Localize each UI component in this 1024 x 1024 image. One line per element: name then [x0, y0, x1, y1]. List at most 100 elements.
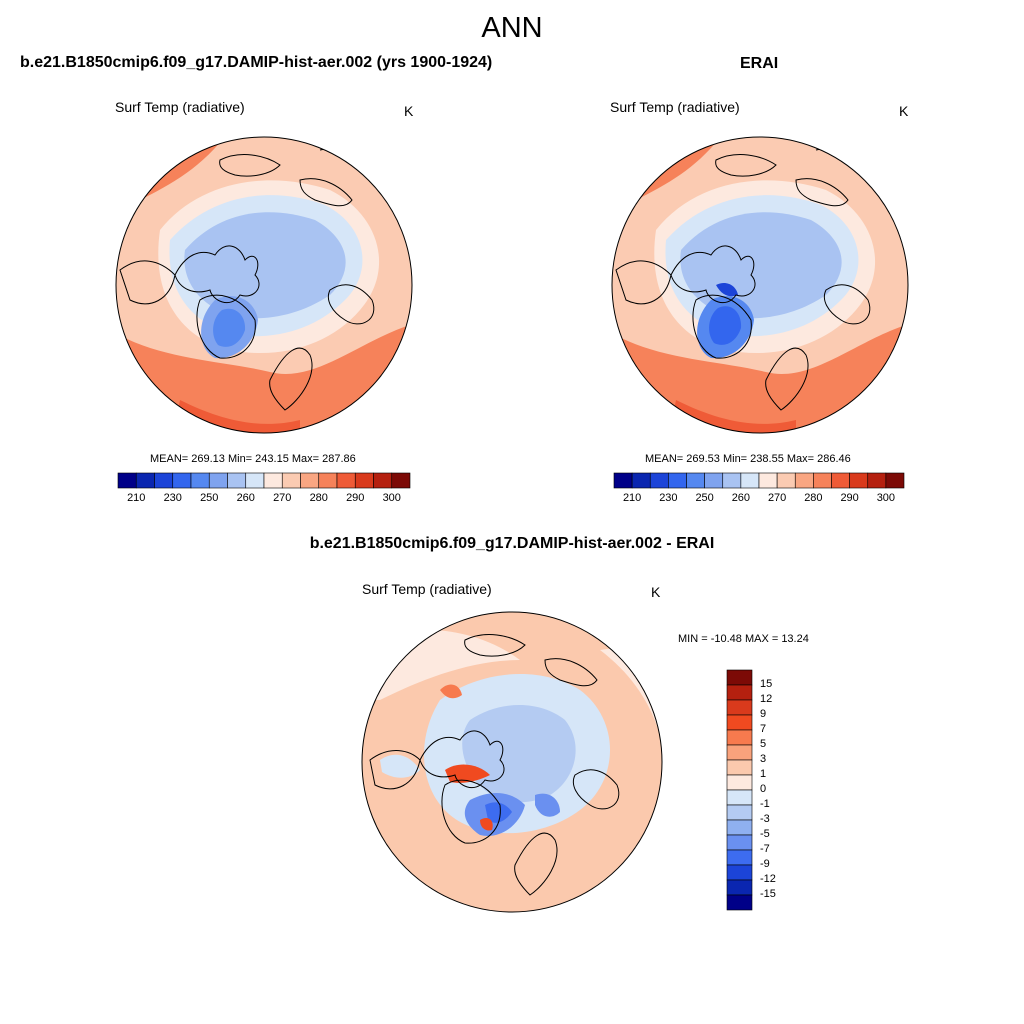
colorbar-swatch	[649, 472, 669, 489]
colorbar-tick-label: 300	[876, 492, 896, 504]
colorbar-tick-label: 15	[760, 678, 773, 690]
colorbar-tick-label: -12	[760, 873, 776, 885]
colorbar-swatch	[794, 472, 814, 489]
panel1-map-border	[115, 136, 413, 434]
colorbar-swatch	[704, 472, 724, 489]
colorbar-tick-label: 270	[273, 492, 292, 504]
colorbar-tick-label: 230	[163, 492, 182, 504]
colorbar-swatch	[263, 472, 283, 489]
colorbar-swatch	[740, 472, 760, 489]
colorbar-tick-label: -9	[760, 858, 770, 870]
colorbar-swatch	[135, 472, 155, 489]
colorbar-swatch	[318, 472, 338, 489]
panel1-stats: MEAN= 269.13 Min= 243.15 Max= 287.86	[150, 453, 356, 465]
colorbar-swatch	[281, 472, 301, 489]
colorbar-swatch	[726, 684, 753, 701]
colorbar-swatch	[726, 774, 753, 791]
panel1-field	[116, 137, 412, 433]
colorbar-swatch	[813, 472, 832, 489]
colorbar-swatch	[172, 472, 192, 489]
panel2-variable-label: Surf Temp (radiative)	[610, 99, 740, 115]
panel3-coastlines	[369, 634, 620, 896]
colorbar-swatch	[336, 472, 356, 489]
colorbar-swatch	[831, 472, 850, 489]
colorbar-tick-label: 210	[622, 492, 642, 504]
colorbar-tick-label: 300	[382, 492, 401, 504]
colorbar-tick-label: 290	[840, 492, 859, 504]
colorbar-swatch	[208, 472, 228, 489]
colorbar-tick-label: 290	[346, 492, 365, 504]
colorbar-swatch	[373, 472, 393, 489]
colorbar-tick-label: -15	[760, 888, 776, 900]
panel3-field	[362, 612, 662, 912]
colorbar-swatch	[631, 472, 651, 489]
panel1-units-label: K	[404, 103, 414, 119]
colorbar-swatch	[613, 472, 633, 489]
colorbar-swatch	[776, 472, 796, 489]
colorbar-tick-label: 280	[309, 492, 328, 504]
colorbar-swatch	[726, 879, 753, 896]
colorbar-swatch	[668, 472, 687, 489]
colorbar-swatch	[722, 472, 742, 489]
colorbar-swatch	[354, 472, 374, 489]
colorbar-tick-label: 5	[760, 738, 767, 750]
colorbar-swatch	[885, 472, 905, 489]
panel3-units-label: K	[651, 584, 661, 600]
colorbar-swatch	[726, 729, 753, 746]
colorbar-swatch	[300, 472, 320, 489]
colorbar-swatch	[726, 864, 753, 881]
colorbar-swatch	[867, 472, 887, 489]
colorbar-swatch	[726, 834, 753, 851]
panel2-units-label: K	[899, 103, 909, 119]
colorbar-tick-label: 250	[695, 492, 714, 504]
colorbar-tick-label: 260	[236, 492, 255, 504]
colorbar-tick-label: 1	[760, 768, 767, 780]
colorbar-tick-label: 250	[200, 492, 219, 504]
colorbar-swatch	[726, 804, 753, 821]
panel2-title: ERAI	[740, 55, 779, 72]
panel1-colorbar	[117, 472, 411, 489]
colorbar-swatch	[391, 472, 411, 489]
colorbar-swatch	[686, 472, 705, 489]
panel2-map	[612, 137, 908, 433]
colorbar-tick-label: 0	[760, 783, 767, 795]
colorbar-swatch	[726, 819, 753, 836]
colorbar-tick-label: 260	[731, 492, 751, 504]
colorbar-swatch	[117, 472, 137, 489]
panel3-variable-label: Surf Temp (radiative)	[362, 581, 492, 597]
colorbar-tick-label: 270	[767, 492, 787, 504]
colorbar-tick-label: 3	[760, 753, 767, 765]
colorbar-swatch	[190, 472, 210, 489]
colorbar-swatch	[726, 789, 753, 806]
panel2-colorbar	[613, 472, 905, 489]
panel3-colorbar	[726, 669, 753, 911]
colorbar-swatch	[726, 699, 753, 716]
panel2-field	[612, 137, 908, 433]
colorbar-swatch	[154, 472, 174, 489]
panel3-map-border	[361, 611, 663, 913]
panel1-map	[116, 137, 412, 433]
panel3-title: b.e21.B1850cmip6.f09_g17.DAMIP-hist-aer.…	[309, 535, 715, 552]
colorbar-tick-label: -3	[760, 813, 770, 825]
colorbar-swatch	[245, 472, 265, 489]
colorbar-tick-label: 230	[659, 492, 678, 504]
colorbar-swatch	[758, 472, 778, 489]
colorbar-tick-label: -5	[760, 828, 770, 840]
colorbar-swatch	[227, 472, 247, 489]
figure-title: ANN	[481, 12, 543, 44]
colorbar-tick-label: 210	[127, 492, 146, 504]
colorbar-swatch	[849, 472, 869, 489]
colorbar-tick-label: 7	[760, 723, 767, 735]
colorbar-tick-label: -7	[760, 843, 770, 855]
panel2-map-border	[611, 136, 909, 434]
colorbar-tick-label: 12	[760, 693, 773, 705]
colorbar-swatch	[726, 744, 753, 761]
panel1-title: b.e21.B1850cmip6.f09_g17.DAMIP-hist-aer.…	[20, 54, 493, 71]
colorbar-swatch	[726, 894, 753, 911]
colorbar-tick-label: 9	[760, 708, 767, 720]
colorbar-swatch	[726, 714, 753, 731]
panel3-stats: MIN = -10.48 MAX = 13.24	[678, 633, 809, 645]
colorbar-tick-label: 280	[804, 492, 823, 504]
panel2-stats: MEAN= 269.53 Min= 238.55 Max= 286.46	[645, 453, 851, 465]
